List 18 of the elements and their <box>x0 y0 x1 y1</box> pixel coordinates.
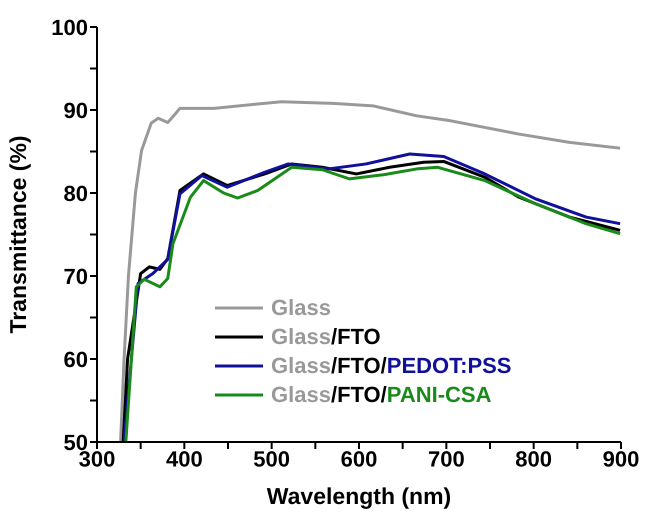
y-tick-label: 70 <box>64 264 88 289</box>
line-series <box>119 100 621 442</box>
y-tick-label: 100 <box>51 14 88 40</box>
x-tick-label: 600 <box>340 446 378 472</box>
y-tick-label: 90 <box>64 98 88 123</box>
x-tick-label: 800 <box>515 446 552 472</box>
x-axis-title: Wavelength (nm) <box>266 483 452 509</box>
x-tick-label: 500 <box>253 446 290 472</box>
x-tick-label: 400 <box>166 446 203 472</box>
legend-label: Glass/FTO/PEDOT:PSS <box>271 353 512 378</box>
y-axis-title: Transmittance (%) <box>5 135 32 334</box>
legend-label: Glass/FTO <box>271 324 381 349</box>
y-tick-label: 60 <box>64 346 88 372</box>
y-tick-label: 80 <box>64 180 88 206</box>
x-tick-label: 900 <box>602 446 640 472</box>
x-tick-label: 700 <box>428 446 465 472</box>
legend-label: Glass <box>271 295 331 320</box>
legend-label: Glass/FTO/PANI-CSA <box>271 382 492 407</box>
